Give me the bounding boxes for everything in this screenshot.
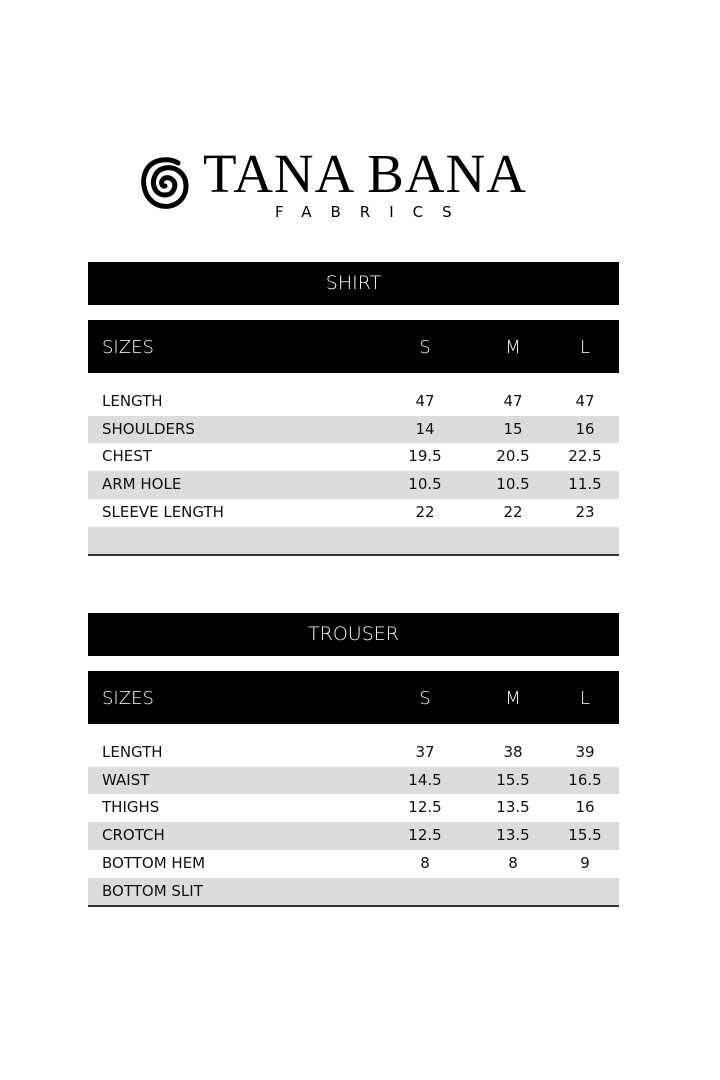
row-value: 47: [575, 392, 595, 410]
row-label: BOTTOM HEM: [102, 853, 206, 872]
trouser-header-0: SIZES: [102, 688, 154, 709]
trouser-header-3: L: [579, 688, 591, 709]
shirt-table-row: ARM HOLE 10.5 10.5 11.5: [88, 471, 619, 499]
row-label: SLEEVE LENGTH: [102, 502, 224, 521]
row-label: BOTTOM SLIT: [102, 881, 203, 900]
shirt-table-row: LENGTH 47 47 47: [88, 388, 619, 416]
trouser-header-1: S: [419, 688, 431, 709]
shirt-table-row: [88, 526, 619, 554]
trouser-header-row: SIZES S M L: [88, 671, 619, 724]
trouser-table-row: THIGHS 12.5 13.5 16: [88, 794, 619, 822]
row-value: 47: [503, 392, 523, 410]
row-label: LENGTH: [102, 743, 163, 761]
row-value: 38: [503, 743, 523, 761]
row-value: 22: [415, 502, 435, 521]
shirt-header-3: L: [579, 337, 591, 358]
row-value: 15.5: [568, 826, 602, 845]
row-value: 14.5: [408, 770, 442, 789]
row-value: 14: [415, 419, 435, 438]
trouser-table-row: CROTCH 12.5 13.5 15.5: [88, 822, 619, 850]
row-value: 9: [580, 853, 590, 872]
brand-name: TANA BANA: [203, 143, 527, 204]
row-label: THIGHS: [102, 798, 160, 817]
row-value: 8: [420, 853, 430, 872]
row-value: 16: [575, 798, 595, 817]
shirt-table-row: SLEEVE LENGTH 22 22 23: [88, 499, 619, 527]
row-value: 39: [575, 743, 595, 761]
row-label: ARM HOLE: [102, 475, 182, 494]
shirt-header-0: SIZES: [102, 337, 154, 358]
row-value: 37: [415, 743, 435, 761]
shirt-header-2: M: [505, 337, 521, 358]
row-value: 20.5: [496, 447, 530, 466]
row-value: 15.5: [496, 770, 530, 789]
row-value: 16: [575, 419, 595, 438]
shirt-table-row: CHEST 19.5 20.5 22.5: [88, 443, 619, 471]
row-value: 13.5: [496, 826, 530, 845]
trouser-table-row: BOTTOM HEM 8 8 9: [88, 850, 619, 878]
shirt-bottom-divider: [88, 554, 619, 556]
row-value: 23: [575, 502, 595, 521]
trouser-table-row: LENGTH 37 38 39: [88, 739, 619, 767]
spiral-logo-icon: [141, 157, 189, 209]
row-value: 8: [508, 853, 518, 872]
trouser-bottom-divider: [88, 905, 619, 907]
row-value: 19.5: [408, 447, 442, 466]
row-label: WAIST: [102, 770, 150, 789]
trouser-header-2: M: [505, 688, 521, 709]
row-value: 12.5: [408, 798, 442, 817]
shirt-header-1: S: [419, 337, 431, 358]
brand-subtitle: FABRICS: [275, 203, 471, 221]
trouser-title: TROUSER: [308, 623, 399, 645]
row-value: 22.5: [568, 447, 602, 466]
row-value: 11.5: [568, 475, 602, 494]
shirt-table-row: SHOULDERS 14 15 16: [88, 415, 619, 444]
row-value: 12.5: [408, 826, 442, 845]
shirt-title: SHIRT: [325, 272, 382, 294]
row-value: 15: [503, 419, 523, 438]
row-label: CROTCH: [102, 826, 165, 845]
row-value: 22: [503, 502, 523, 521]
trouser-title-bar: TROUSER: [88, 613, 619, 656]
row-value: 13.5: [496, 798, 530, 817]
row-label: LENGTH: [102, 392, 163, 410]
row-value: 10.5: [496, 475, 530, 494]
row-label: SHOULDERS: [102, 419, 195, 438]
row-value: 10.5: [408, 475, 442, 494]
shirt-title-bar: SHIRT: [88, 262, 619, 305]
row-label: CHEST: [102, 447, 152, 466]
row-value: 16.5: [568, 770, 602, 789]
shirt-header-row: SIZES S M L: [88, 320, 619, 373]
trouser-table-row: WAIST 14.5 15.5 16.5: [88, 766, 619, 795]
row-value: 47: [415, 392, 435, 410]
trouser-table-row: BOTTOM SLIT: [88, 877, 619, 905]
